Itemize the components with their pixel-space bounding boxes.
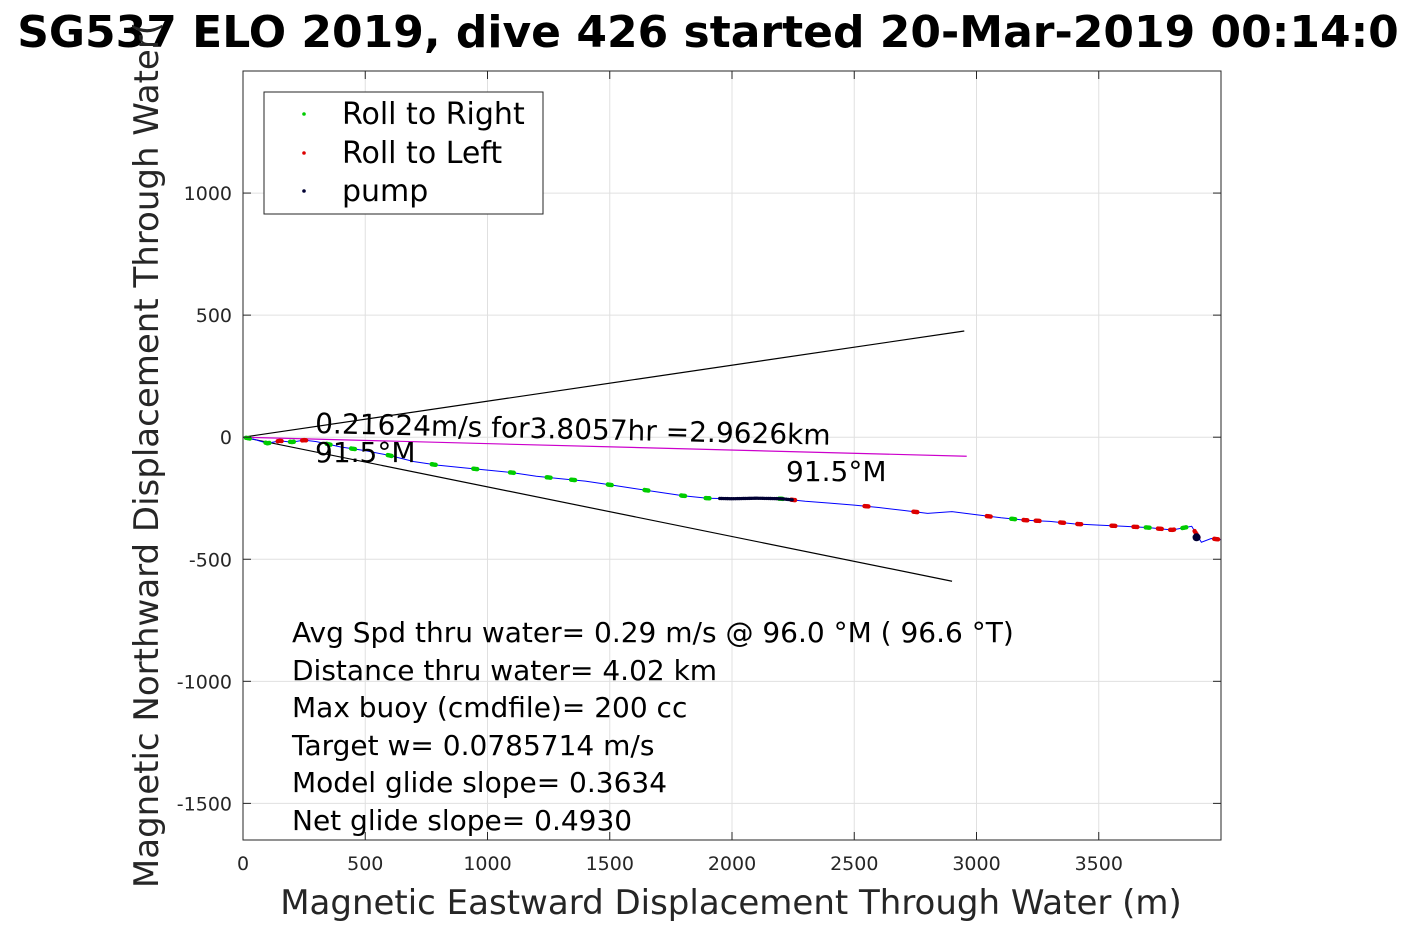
x-axis-label: Magnetic Eastward Displacement Through W…	[280, 883, 1182, 923]
stat-avg-speed: Avg Spd thru water= 0.29 m/s @ 96.0 °M (…	[292, 616, 1014, 649]
legend-marker-roll-right	[302, 112, 306, 116]
grid	[243, 71, 1221, 840]
roll-right-marker	[352, 446, 358, 452]
roll-left-marker	[1078, 521, 1084, 527]
stat-max-buoy: Max buoy (cmdfile)= 200 cc	[292, 691, 687, 724]
roll-left-marker	[1025, 518, 1030, 523]
roll-left-marker	[915, 509, 920, 515]
roll-left-marker	[1061, 520, 1067, 526]
y-tick-label: -1500	[177, 793, 232, 815]
y-tick-label: 500	[196, 305, 232, 327]
stat-net-glide-slope: Net glide slope= 0.4930	[292, 804, 632, 837]
y-ticks: 1000 500 0 -500 -1000 -1500	[177, 183, 1221, 815]
x-tick-label: 3500	[1075, 853, 1123, 875]
roll-left-marker	[1159, 526, 1165, 532]
x-tick-label: 1000	[463, 853, 511, 875]
stat-distance: Distance thru water= 4.02 km	[292, 654, 717, 687]
roll-left-marker	[1135, 524, 1140, 530]
legend: Roll to Right Roll to Left pump	[263, 91, 544, 215]
roll-right-marker	[707, 496, 712, 501]
roll-right-marker	[1184, 525, 1189, 530]
y-tick-label: -1000	[177, 671, 232, 693]
roll-left-marker	[1215, 537, 1221, 542]
legend-label-pump: pump	[342, 174, 428, 209]
chart-title: SG537 ELO 2019, dive 426 started 20-Mar-…	[17, 7, 1399, 58]
pump-marker	[1192, 533, 1201, 542]
roll-left-marker	[866, 504, 871, 509]
x-tick-label: 2000	[708, 853, 756, 875]
roll-right-marker	[433, 462, 438, 468]
roll-right-marker	[646, 488, 651, 493]
pump-marker	[790, 498, 794, 502]
legend-label-roll-left: Roll to Left	[342, 136, 502, 171]
stat-model-glide-slope: Model glide slope= 0.3634	[292, 766, 667, 799]
roll-left-marker	[988, 514, 993, 519]
y-axis-label: Magnetic Northward Displacement Through …	[127, 22, 167, 888]
roll-left-marker	[303, 438, 309, 443]
stat-target-w: Target w= 0.0785714 m/s	[291, 729, 654, 762]
x-tick-label: 2500	[830, 853, 878, 875]
roll-right-marker	[291, 439, 297, 444]
legend-marker-pump	[302, 189, 306, 193]
roll-right-marker	[389, 453, 394, 459]
roll-right-marker	[548, 475, 553, 480]
heading-line-1	[242, 436, 953, 582]
heading-end-annotation: 91.5°M	[786, 455, 887, 488]
roll-right-marker	[328, 442, 333, 447]
roll-right-marker	[475, 466, 480, 472]
roll-markers	[243, 435, 1221, 542]
x-tick-label: 500	[347, 853, 383, 875]
heading-line-2	[242, 436, 967, 457]
roll-left-marker	[1171, 527, 1177, 532]
heading-line-0	[242, 330, 965, 438]
roll-left-marker	[792, 497, 798, 503]
y-tick-label: -500	[189, 549, 232, 571]
legend-label-roll-right: Roll to Right	[342, 97, 525, 132]
roll-right-marker	[511, 470, 517, 476]
legend-box	[263, 91, 544, 215]
legend-marker-roll-left	[302, 151, 306, 155]
roll-right-marker	[1012, 516, 1018, 522]
roll-left-marker	[1113, 523, 1118, 529]
x-tick-label: 1500	[586, 853, 634, 875]
stats-block: Avg Spd thru water= 0.29 m/s @ 96.0 °M (…	[291, 616, 1014, 837]
roll-left-marker	[1037, 518, 1042, 524]
roll-right-marker	[1147, 525, 1152, 530]
y-tick-label: 0	[220, 427, 232, 449]
roll-right-marker	[267, 440, 272, 446]
roll-left-marker	[279, 438, 284, 444]
roll-right-marker	[609, 482, 614, 488]
roll-right-marker	[682, 493, 688, 499]
x-ticks: 0 500 1000 1500 2000 2500 3000 3500	[237, 71, 1123, 875]
y-tick-label: 1000	[184, 183, 232, 205]
roll-right-marker	[572, 477, 578, 483]
x-tick-label: 0	[237, 853, 249, 875]
heading-lines	[242, 330, 967, 582]
heading-start-annotation: 91.5°M	[315, 436, 416, 469]
x-tick-label: 3000	[952, 853, 1000, 875]
